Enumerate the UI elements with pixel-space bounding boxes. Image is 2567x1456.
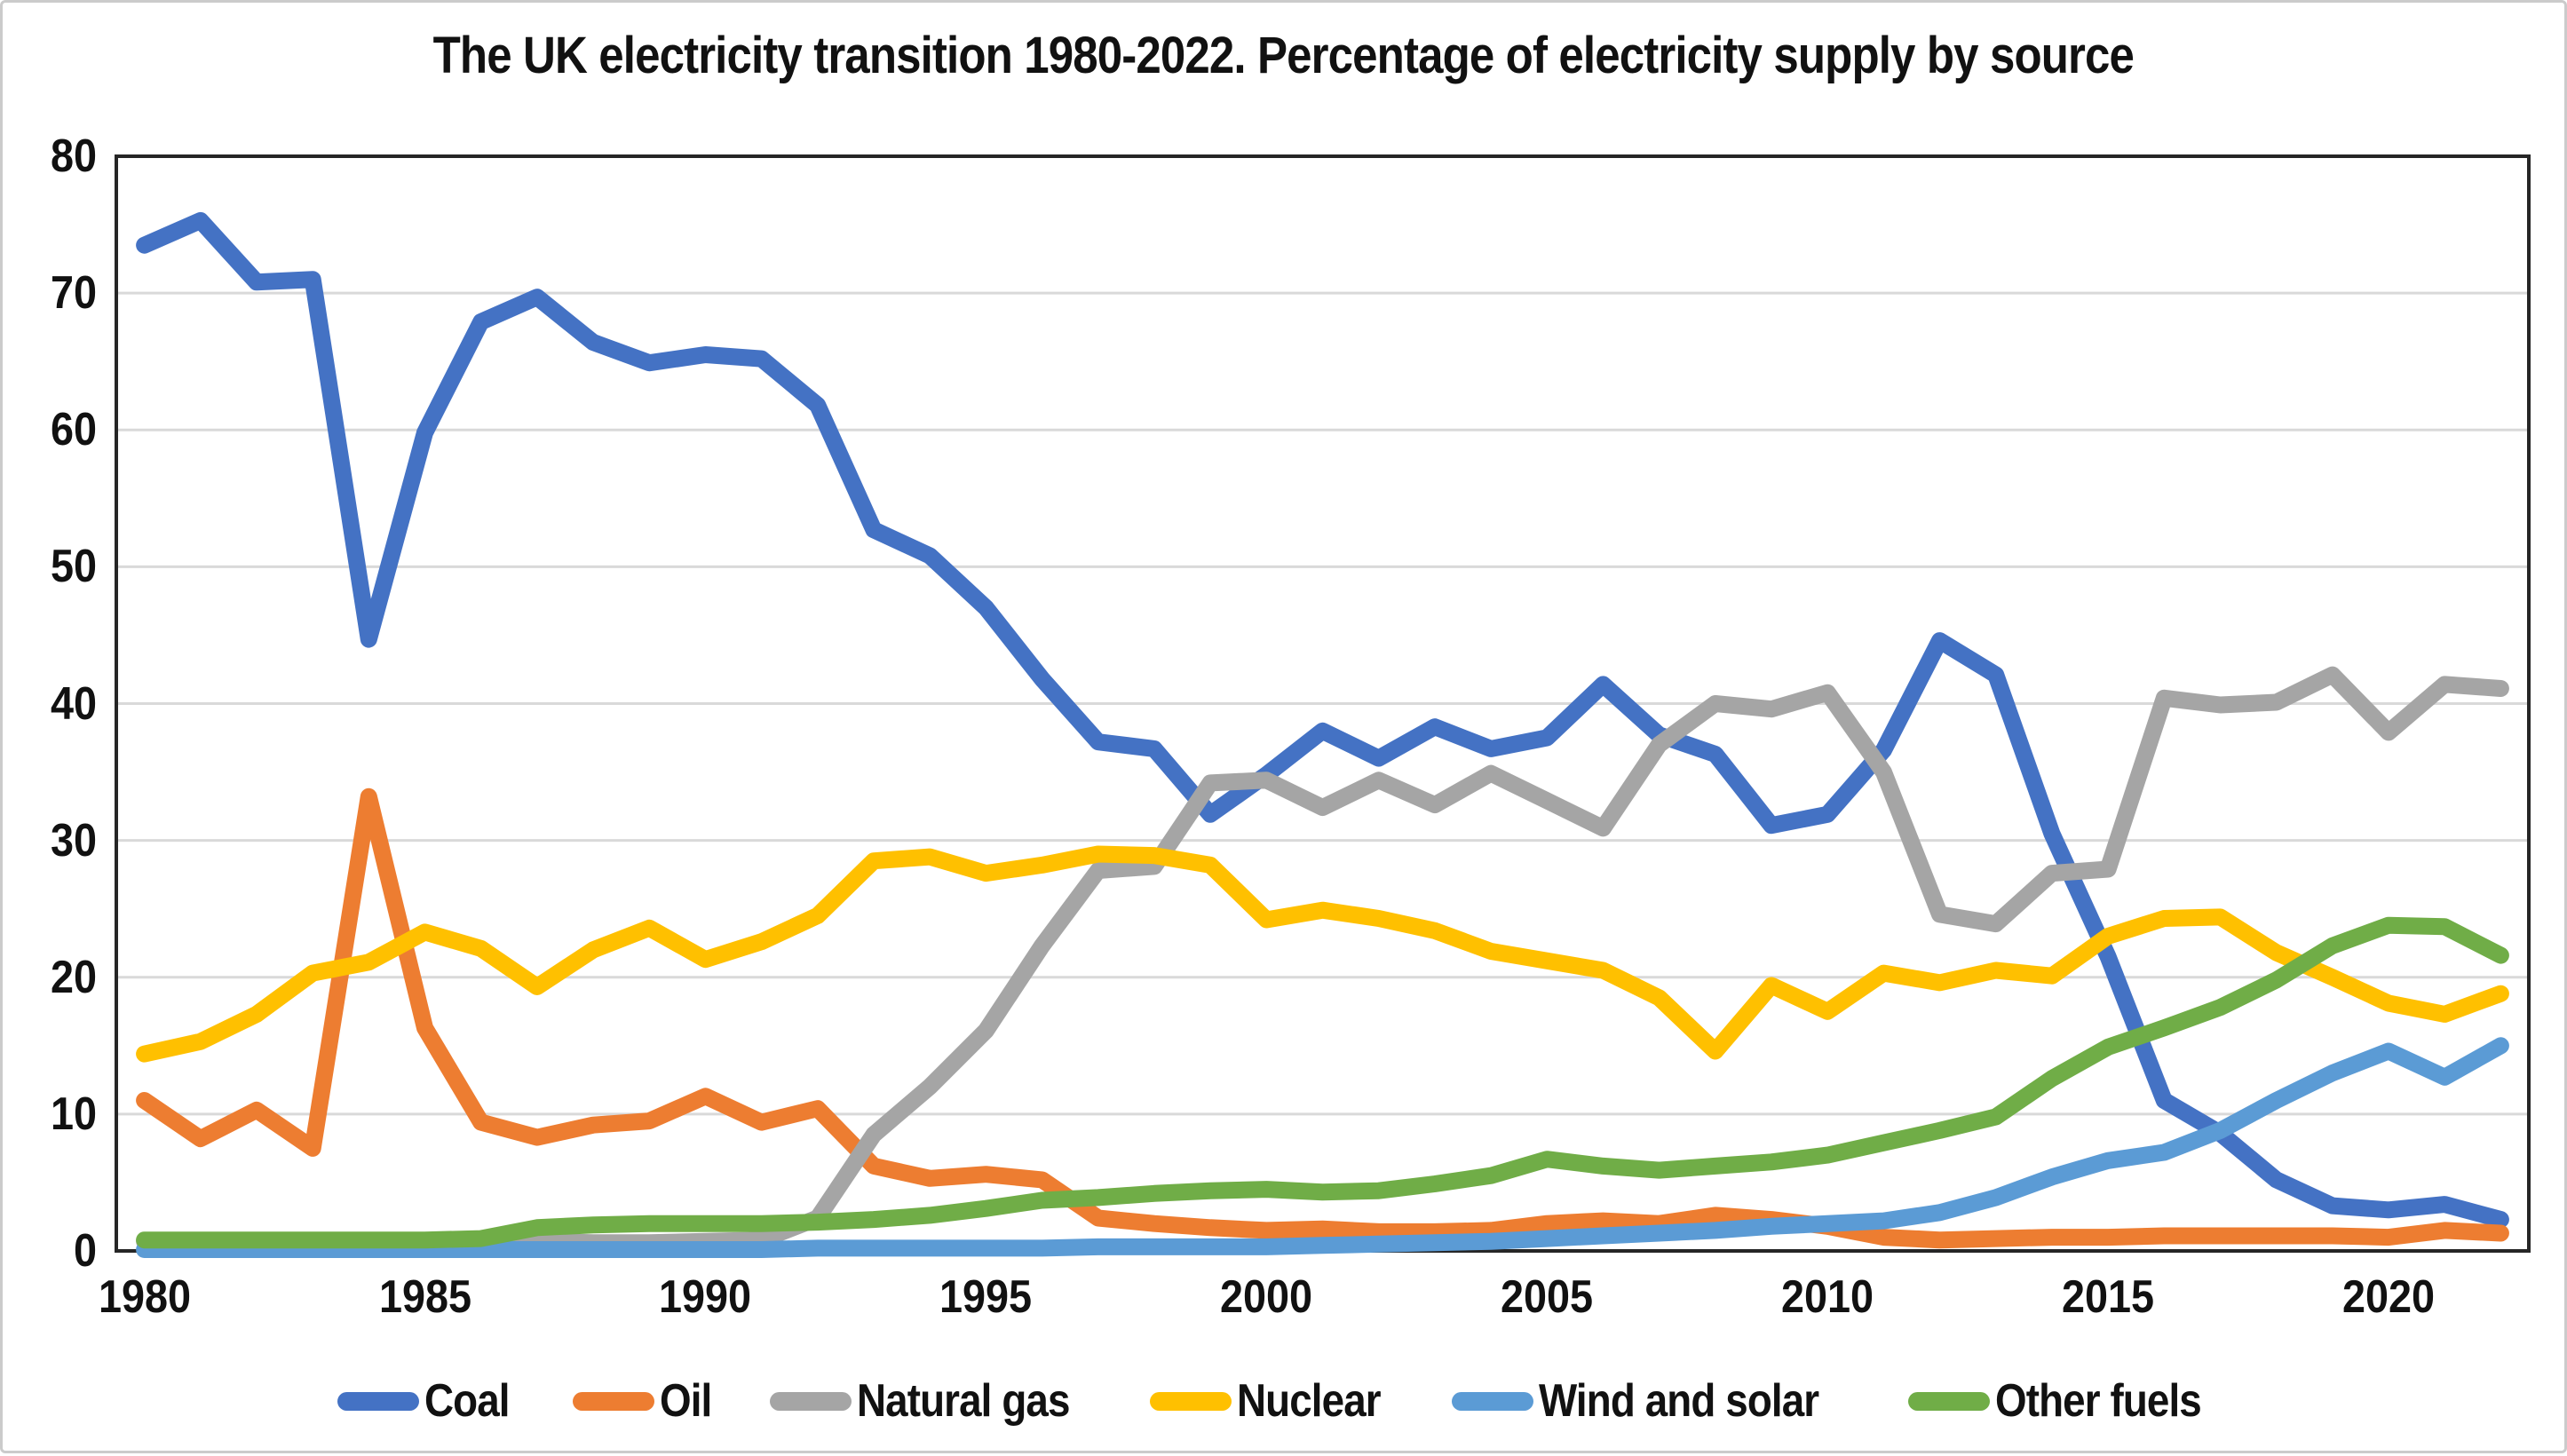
chart-title-text: The UK electricity transition 1980-2022.… <box>432 27 2135 84</box>
legend-marker-oil-icon <box>572 1391 654 1411</box>
y-axis-label-10: 10 <box>50 1088 97 1140</box>
legend-item-oil: Oil <box>572 1374 718 1428</box>
x-axis-label-2000: 2000 <box>1220 1271 1313 1323</box>
legend-label-natural-gas: Natural gas <box>857 1375 1070 1427</box>
y-axis-label-50: 50 <box>50 541 97 593</box>
y-axis-label-0: 0 <box>73 1225 97 1277</box>
series-line-nuclear <box>136 845 2509 1063</box>
legend-marker-natural-gas-icon <box>770 1391 852 1411</box>
series-line-coal <box>136 211 2509 1229</box>
legend-marker-coal-icon <box>337 1391 420 1411</box>
series-line-wind-and-solar <box>136 1037 2509 1258</box>
legend-label-coal: Coal <box>424 1375 511 1427</box>
legend-item-nuclear: Nuclear <box>1150 1374 1400 1428</box>
x-axis-label-2010: 2010 <box>1781 1271 1874 1323</box>
legend-label-wind-and-solar: Wind and solar <box>1539 1375 1819 1427</box>
x-axis-label-1995: 1995 <box>939 1271 1033 1323</box>
chart-title: The UK electricity transition 1980-2022.… <box>3 26 2564 97</box>
series-line-oil <box>136 787 2509 1249</box>
y-axis-label-20: 20 <box>50 951 97 1003</box>
legend-item-other-fuels: Other fuels <box>1908 1374 2230 1428</box>
legend-item-wind-and-solar: Wind and solar <box>1452 1374 1857 1428</box>
y-axis-label-30: 30 <box>50 814 97 866</box>
x-axis-label-2020: 2020 <box>2341 1271 2436 1323</box>
x-axis-label-1985: 1985 <box>378 1271 471 1323</box>
series-line-other-fuels <box>136 916 2509 1249</box>
plot-svg <box>115 154 2531 1258</box>
y-axis-label-40: 40 <box>50 677 97 730</box>
legend-marker-other-fuels-icon <box>1908 1391 1991 1411</box>
legend-label-nuclear: Nuclear <box>1237 1375 1382 1427</box>
x-axis-label-2005: 2005 <box>1501 1271 1594 1323</box>
y-axis-label-80: 80 <box>50 131 97 182</box>
legend-marker-wind-and-solar-icon <box>1452 1391 1534 1411</box>
y-axis-label-70: 70 <box>50 267 97 320</box>
x-axis-label-1990: 1990 <box>659 1271 752 1323</box>
legend-marker-nuclear-icon <box>1150 1391 1232 1411</box>
legend-label-other-fuels: Other fuels <box>1995 1375 2202 1427</box>
legend: Coal Oil Natural gas Nuclear Wind and solar O… <box>3 1370 2564 1432</box>
legend-item-natural-gas: Natural gas <box>770 1374 1098 1428</box>
x-axis-label-1980: 1980 <box>98 1271 191 1323</box>
x-axis-label-2015: 2015 <box>2062 1271 2155 1323</box>
legend-label-oil: Oil <box>659 1375 712 1427</box>
legend-item-coal: Coal <box>337 1374 521 1428</box>
y-axis-label-60: 60 <box>50 404 97 456</box>
